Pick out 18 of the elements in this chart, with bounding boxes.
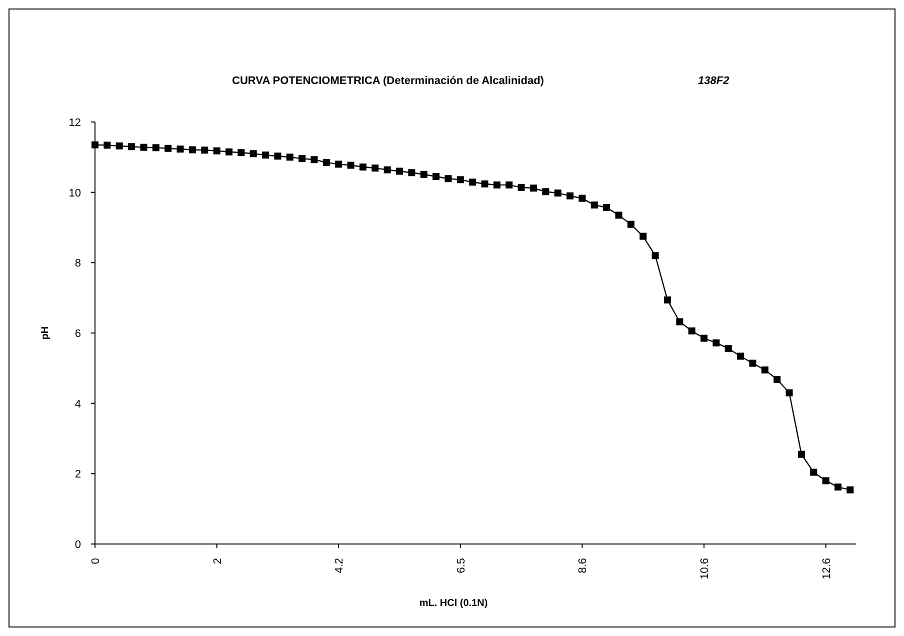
chart-title: CURVA POTENCIOMETRICA (Determinación de Alcalinidad) [232,75,544,87]
y-tick-label: 10 [68,187,81,200]
y-tick-label: 6 [74,328,81,340]
x-tick-label: 10.6 [699,558,711,580]
x-axis-title: mL. HCl (0.1N) [419,598,488,609]
y-tick-label: 2 [74,468,81,481]
x-tick-label: 2 [212,558,224,564]
x-tick-label: 12.6 [820,558,833,580]
x-tick-label: 4.2 [334,558,346,574]
text: 138F2 [698,75,730,87]
x-tick-label: 8.6 [577,558,590,574]
y-axis-title: pH [40,326,51,340]
y-tick-label: 12 [68,117,81,129]
y-tick-label: 8 [74,258,81,270]
y-tick-label: 0 [74,539,81,551]
x-tick-label: 0 [90,558,102,564]
x-tick-label: 6.5 [455,558,468,574]
y-tick-label: 4 [74,398,81,410]
